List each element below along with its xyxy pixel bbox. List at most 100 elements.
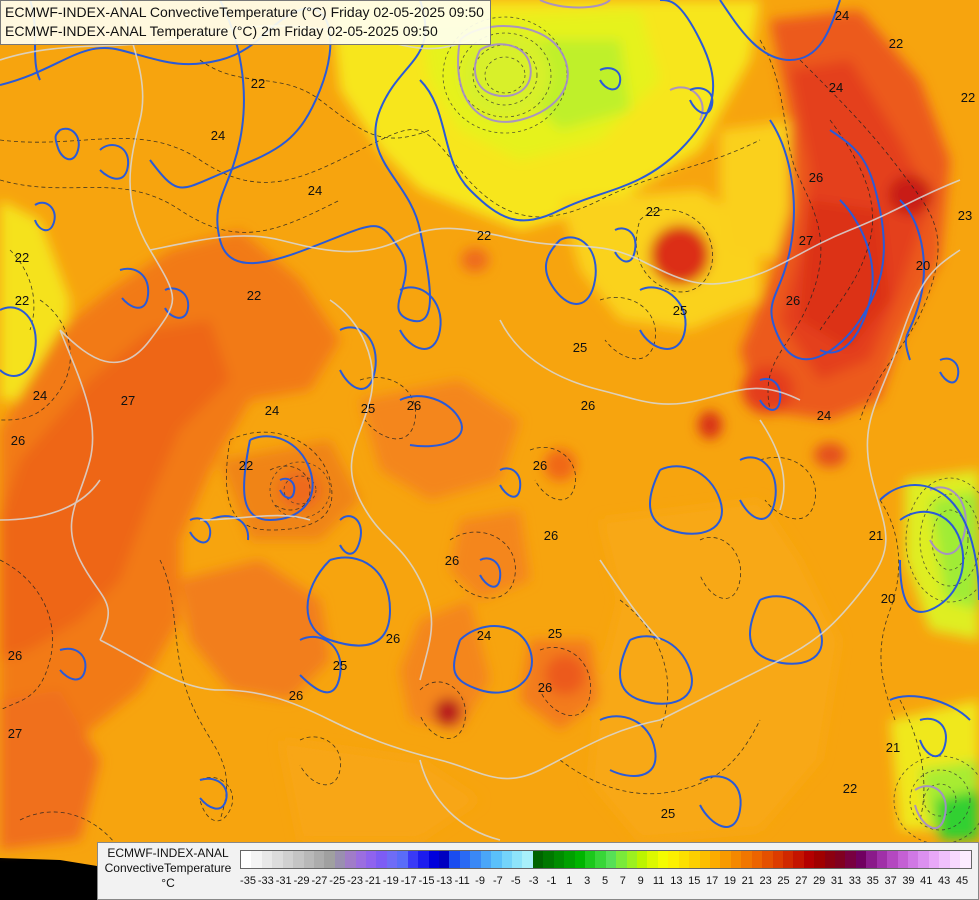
scale-tick-label: 45 [955,875,969,887]
scale-tick-label: 19 [723,875,737,887]
blue-contours [0,0,979,828]
scale-swatch [470,851,481,868]
scale-swatch [605,851,617,868]
scale-swatch [751,851,763,868]
scale-swatch [960,851,971,868]
scale-swatch [637,851,648,868]
scale-swatch [657,851,669,868]
scale-tick-label: 37 [884,875,897,887]
scale-tick-label: -7 [493,875,503,887]
contour-label: 25 [548,626,562,641]
scale-tick-label: -13 [436,875,453,887]
scale-swatch [699,851,710,868]
contour-label: 26 [445,553,459,568]
contour-label: 22 [15,250,29,265]
contour-label: 26 [544,528,558,543]
contour-label: 24 [477,628,491,643]
contour-label: 26 [407,398,421,413]
color-legend: ECMWF-INDEX-ANAL ConvectiveTemperature °… [97,842,979,900]
contour-label: 22 [477,228,491,243]
contour-label: 27 [8,726,22,741]
contour-label: 26 [289,688,303,703]
scale-swatch [772,851,783,868]
scale-swatch [355,851,367,868]
scale-swatch [386,851,398,868]
scale-swatch [459,851,471,868]
contour-label: 22 [889,36,903,51]
scale-swatch [626,851,638,868]
scale-tick-label: 33 [848,875,862,887]
contour-labels: 24 22 22 24 26 23 26 27 22 22 24 26 27 24 22 24 25 26 22 25… [8,8,975,821]
contour-label: 22 [251,76,265,91]
scale-tick-label: 27 [795,875,808,887]
title-line-convective: ECMWF-INDEX-ANAL ConvectiveTemperature (… [5,4,484,20]
scale-tick-label: -21 [364,875,381,887]
scale-swatch [522,851,533,868]
scale-ticks: -35 -33 -31 -29 -27 -25 -23 -21 -19 -17 -15 -13 -11-… [240,875,970,891]
contour-label: 24 [829,80,843,95]
scale-swatch [918,851,929,868]
scale-swatch [261,851,273,868]
contour-label: 20 [881,591,895,606]
scale-swatch [397,851,408,868]
scale-swatch [543,851,554,868]
legend-label: ECMWF-INDEX-ANAL ConvectiveTemperature °… [98,846,238,891]
scale-swatch [647,851,658,868]
scale-tick-label: 3 [584,875,591,887]
scale-tick-label: 29 [813,875,826,887]
scale-tick-label: 9 [637,875,644,887]
borders [0,0,961,841]
scale-swatch [345,851,356,868]
contour-label: 21 [886,740,900,755]
contour-label: 22 [843,781,857,796]
legend-parameter: ConvectiveTemperature [104,861,232,875]
scale-tick-label: 21 [741,875,754,887]
contour-label: 22 [646,204,660,219]
scale-tick-label: -17 [400,875,417,887]
scale-tick-label: 17 [705,875,719,887]
dashed-contours [0,39,939,851]
contour-label: 24 [835,8,849,23]
scale-tick-label: -3 [528,875,539,887]
scale-swatch [564,851,575,868]
scale-tick-label: -29 [293,875,310,887]
contour-label: 22 [239,458,253,473]
scale-swatch [762,851,773,868]
purple-contours [457,0,967,829]
scale-swatch [574,851,585,868]
scale-swatch [803,851,815,868]
scale-tick-label: -15 [418,875,435,887]
scale-tick-label: 23 [759,875,772,887]
scale-swatch [949,851,961,868]
scale-swatch [282,851,294,868]
scale-swatch [678,851,690,868]
scale-swatch [939,851,950,868]
scale-swatch [313,851,325,868]
contour-label: 24 [33,388,47,403]
scale-swatch [491,851,502,868]
scale-swatch [887,851,898,868]
scale-swatch [553,851,565,868]
scale-swatch [866,851,877,868]
scale-swatch [376,851,387,868]
scale-swatch [835,851,846,868]
scale-swatch [855,851,867,868]
contour-label: 25 [661,806,675,821]
scale-swatch [689,851,700,868]
contour-label: 26 [538,680,552,695]
scale-tick-label: 5 [601,875,609,887]
contour-label: 25 [333,658,347,673]
scale-tick-label: 11 [652,875,665,887]
scale-swatch [741,851,752,868]
scale-swatch [407,851,419,868]
contour-label: 20 [916,258,930,273]
scale-swatch [511,851,523,868]
scale-swatch [324,851,335,868]
scale-swatch [897,851,908,868]
legend-unit: °C [161,876,175,890]
contour-label: 22 [961,90,975,105]
scale-tick-label: -31 [275,875,292,887]
contour-label: 24 [265,403,279,418]
